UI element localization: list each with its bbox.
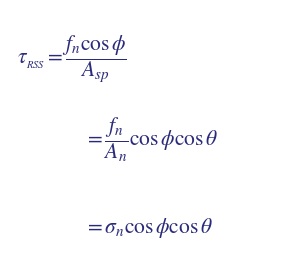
Text: $= \dfrac{f_{n}}{A_{n}} \cos \phi \cos \theta$: $= \dfrac{f_{n}}{A_{n}} \cos \phi \cos \… [83, 115, 218, 164]
Text: $= \sigma_{n} \cos \phi \cos \theta$: $= \sigma_{n} \cos \phi \cos \theta$ [83, 216, 212, 240]
Text: $\tau_{_{RSS}} = \dfrac{f_{n} \cos \phi}{A_{sp}}$: $\tau_{_{RSS}} = \dfrac{f_{n} \cos \phi}… [17, 34, 127, 85]
